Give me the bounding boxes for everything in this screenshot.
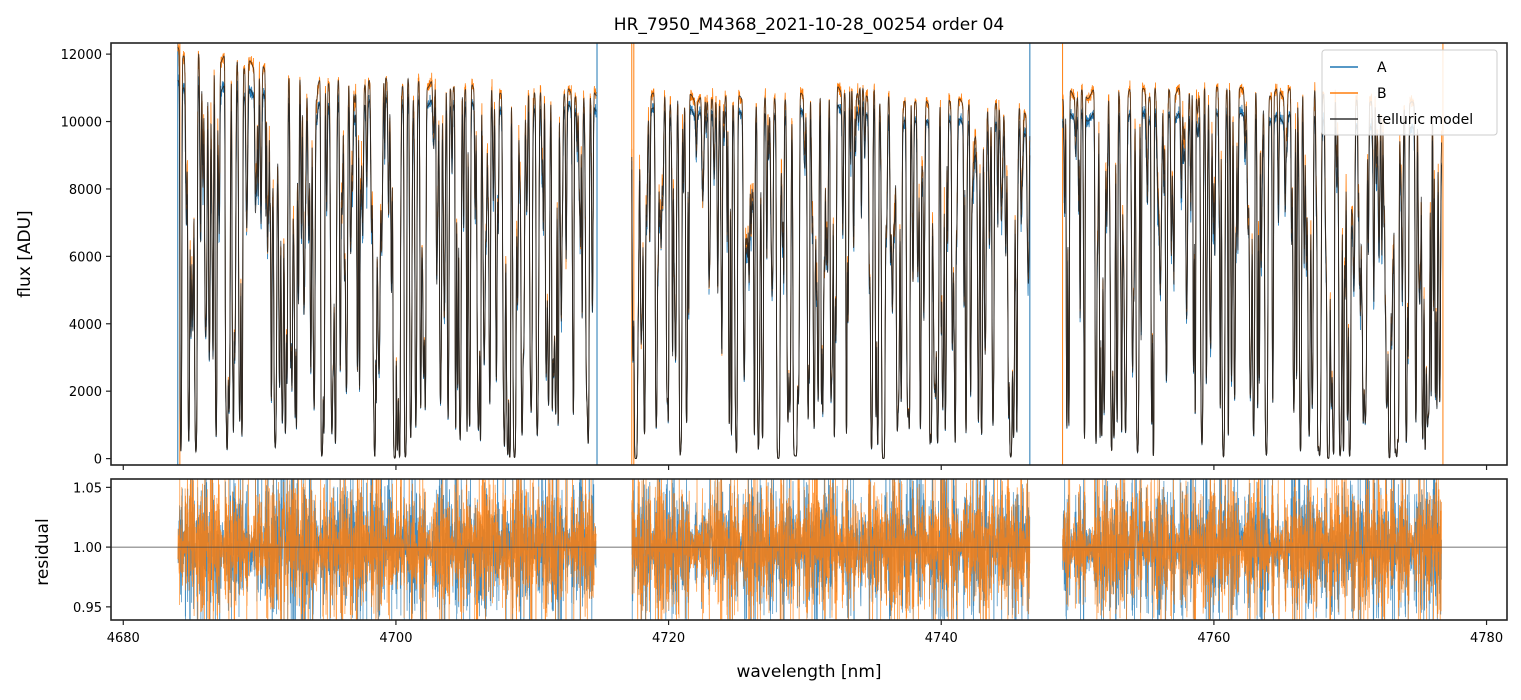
axes-frame: [110, 478, 1508, 621]
y-tick-label: 12000: [61, 48, 102, 63]
x-tick-label: 4680: [107, 631, 140, 646]
residual-B-line: [1062, 479, 1442, 620]
telluric-model-line: [631, 86, 1031, 459]
telluric-model-line: [177, 46, 597, 459]
axes-frame: [110, 42, 1508, 466]
y-axis-label-flux: flux [ADU]: [15, 210, 35, 297]
legend-box: [1321, 49, 1498, 136]
y-tick-label: 8000: [69, 183, 102, 198]
legend-label: A: [1377, 60, 1387, 76]
residual-A-line: [177, 479, 597, 620]
y-tick-label: 1.05: [73, 481, 102, 496]
y-tick-label: 10000: [61, 116, 102, 131]
y-tick-label: 1.00: [73, 541, 102, 556]
residual-B-line: [631, 479, 1031, 620]
x-axis-label: wavelength [nm]: [736, 662, 881, 682]
y-tick-label: 4000: [69, 318, 102, 333]
legend-label: B: [1377, 86, 1387, 102]
x-tick-label: 4760: [1197, 631, 1230, 646]
y-tick-label: 6000: [69, 250, 102, 265]
residual-B-line: [177, 479, 597, 620]
y-tick-label: 0: [94, 453, 102, 468]
y-tick-label: 0.95: [73, 601, 102, 616]
x-tick-label: 4780: [1470, 631, 1503, 646]
chart-title: HR_7950_M4368_2021-10-28_00254 order 04: [614, 15, 1004, 35]
y-tick-label: 2000: [69, 385, 102, 400]
legend-label: telluric model: [1377, 112, 1473, 128]
telluric-model-line: [1062, 86, 1442, 459]
residual-plot: 4680 4700 4720 4740 4760 4780 0.95 1.00 1.05: [73, 478, 1508, 646]
x-tick-label: 4740: [925, 631, 958, 646]
y-axis-label-residual: residual: [33, 518, 53, 585]
x-tick-label: 4700: [379, 631, 412, 646]
x-tick-label: 4720: [652, 631, 685, 646]
